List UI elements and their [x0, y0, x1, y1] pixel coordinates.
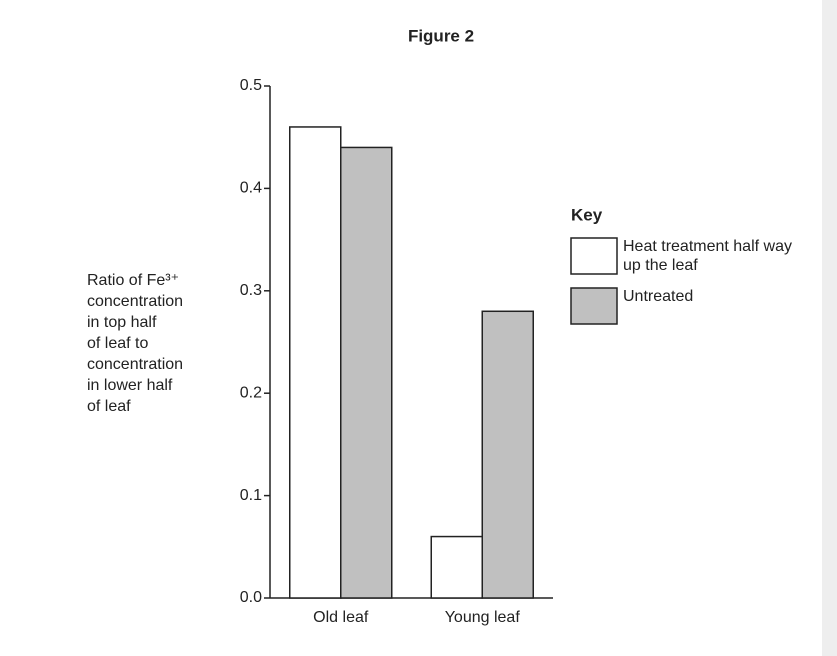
y-axis-label-line: of leaf to: [87, 335, 149, 352]
legend-label: Heat treatment half way up the leaf: [623, 238, 792, 274]
y-tick-label: 0.1: [240, 487, 262, 504]
legend-title: Key: [571, 205, 603, 224]
y-tick-label: 0.2: [240, 384, 262, 401]
legend-swatch: [570, 287, 618, 325]
legend-label: Untreated: [623, 288, 694, 305]
y-axis-label-line: concentration: [87, 293, 184, 310]
legend-swatch: [570, 237, 618, 275]
y-axis-label-line: in top half: [87, 314, 157, 331]
y-axis-label: Ratio of Fe³⁺ concentration in top half of …: [87, 270, 217, 417]
x-tick-label: Young leaf: [445, 609, 521, 626]
y-tick-label: 0.4: [240, 180, 262, 197]
y-tick-label: 0.5: [240, 77, 262, 94]
bar: [481, 310, 534, 599]
bar: [289, 126, 342, 599]
x-tick-label: Old leaf: [313, 609, 369, 626]
bar: [430, 535, 483, 599]
bar: [340, 146, 393, 599]
y-axis-label-line: in lower half: [87, 377, 173, 394]
y-tick-label: 0.3: [240, 282, 262, 299]
y-tick-label: 0.0: [240, 589, 262, 606]
y-axis-label-line: Ratio of Fe³⁺: [87, 272, 180, 289]
y-axis-label-line: of leaf: [87, 398, 131, 415]
y-axis-label-line: concentration: [87, 356, 184, 373]
side-strip: [822, 0, 837, 656]
chart-title: Figure 2: [408, 26, 474, 45]
